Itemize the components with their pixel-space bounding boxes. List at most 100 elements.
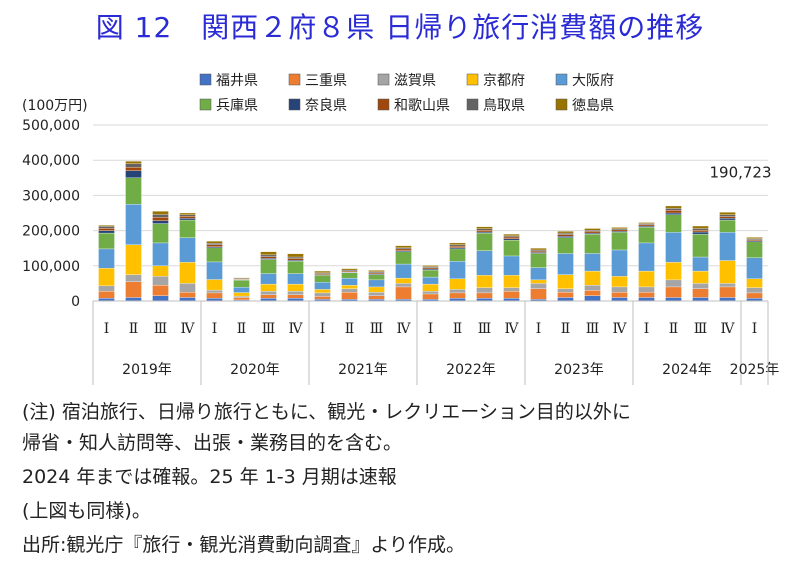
bar-segment: [260, 290, 277, 295]
bar-segment: [341, 272, 358, 279]
bar-segment: [584, 270, 601, 286]
bar-stack: [665, 205, 682, 302]
bar-segment: [233, 295, 250, 298]
legend-label: 京都府: [483, 73, 525, 89]
bar-segment: [719, 232, 736, 261]
bar-segment: [341, 292, 358, 300]
bar-segment: [287, 260, 304, 262]
bar-segment: [476, 232, 493, 251]
bar-stack: [611, 227, 628, 302]
x-tick-label: Ⅱ: [453, 321, 463, 337]
bar-segment: [584, 228, 601, 231]
legend-swatch: [555, 98, 568, 111]
legend-swatch: [466, 73, 479, 86]
legend-swatch: [466, 98, 479, 111]
bar-segment: [557, 236, 574, 238]
legend-item: 兵庫県: [199, 97, 258, 114]
bar-segment: [530, 279, 547, 284]
bar-segment: [476, 287, 493, 294]
legend-swatch: [288, 73, 301, 86]
x-tick-label: Ⅳ: [505, 321, 520, 337]
bar-segment: [206, 246, 223, 248]
bar-segment: [692, 225, 709, 229]
bar-stack: [341, 268, 358, 302]
legend-swatch: [199, 98, 212, 111]
bar-segment: [638, 292, 655, 298]
bar-stack: [287, 253, 304, 302]
bar-segment: [557, 231, 574, 234]
bar-segment: [179, 216, 196, 219]
bar-segment: [665, 279, 682, 288]
bar-segment: [395, 283, 412, 288]
bar-segment: [638, 242, 655, 272]
bar-segment: [503, 239, 520, 257]
bar-segment: [368, 295, 385, 300]
bar-segment: [449, 245, 466, 248]
bar-stack: [260, 251, 277, 302]
x-tick-label: Ⅲ: [478, 321, 492, 337]
x-tick-label: Ⅱ: [561, 321, 571, 337]
legend-label: 奈良県: [305, 98, 347, 114]
bar-segment: [665, 297, 682, 302]
year-label: 2024年: [662, 362, 712, 378]
bar-segment: [341, 269, 358, 272]
bar-segment: [746, 237, 763, 239]
bar-segment: [260, 254, 277, 257]
bar-segment: [719, 297, 736, 302]
bar-segment: [503, 235, 520, 238]
legend-label: 徳島県: [572, 98, 614, 114]
bar-segment: [314, 275, 331, 283]
legend-item: 大阪府: [555, 73, 614, 89]
bar-segment: [557, 237, 574, 254]
bar-segment: [98, 290, 115, 299]
bar-segment: [665, 210, 682, 214]
bar-segment: [530, 253, 547, 268]
bar-segment: [206, 292, 223, 299]
x-tick-label: Ⅰ: [212, 321, 218, 337]
bar-segment: [125, 177, 142, 205]
bar-segment: [530, 252, 547, 254]
legend-item: 鳥取県: [466, 98, 525, 114]
bar-segment: [584, 253, 601, 272]
bar-segment: [368, 270, 385, 272]
bar-segment: [341, 288, 358, 293]
bar-stack: [503, 233, 520, 302]
bar-segment: [530, 248, 547, 251]
year-label: 2023年: [554, 362, 604, 378]
bar-segment: [665, 214, 682, 233]
bar-segment: [152, 295, 169, 302]
bar-segment: [476, 226, 493, 229]
bar-segment: [638, 297, 655, 302]
bar-segment: [476, 230, 493, 233]
bar-segment: [719, 218, 736, 221]
bar-segment: [206, 279, 223, 291]
bar-segment: [395, 248, 412, 251]
y-tick-label: 300,000: [22, 188, 80, 204]
bar-stack: [719, 212, 736, 302]
bar-stack: [125, 161, 142, 302]
bar-segment: [719, 286, 736, 298]
bar-segment: [611, 228, 628, 231]
bar-segment: [449, 242, 466, 245]
bar-segment: [260, 256, 277, 259]
bar-segment: [98, 232, 115, 250]
bar-segment: [503, 255, 520, 276]
x-tick-label: Ⅱ: [345, 321, 355, 337]
bar-stack: [98, 225, 115, 302]
bar-segment: [368, 279, 385, 288]
bar-stack: [152, 211, 169, 302]
bar-segment: [152, 242, 169, 266]
x-tick-label: Ⅲ: [262, 321, 276, 337]
bar-segment: [98, 285, 115, 292]
legend-swatch: [288, 98, 301, 111]
bar-segment: [395, 263, 412, 279]
bar-segment: [179, 283, 196, 293]
bar-segment: [692, 233, 709, 258]
bar-segment: [422, 265, 439, 267]
bar-segment: [179, 219, 196, 238]
bar-segment: [422, 266, 439, 268]
x-tick-label: Ⅱ: [129, 321, 139, 337]
y-axis-label: (100万円): [22, 98, 88, 114]
